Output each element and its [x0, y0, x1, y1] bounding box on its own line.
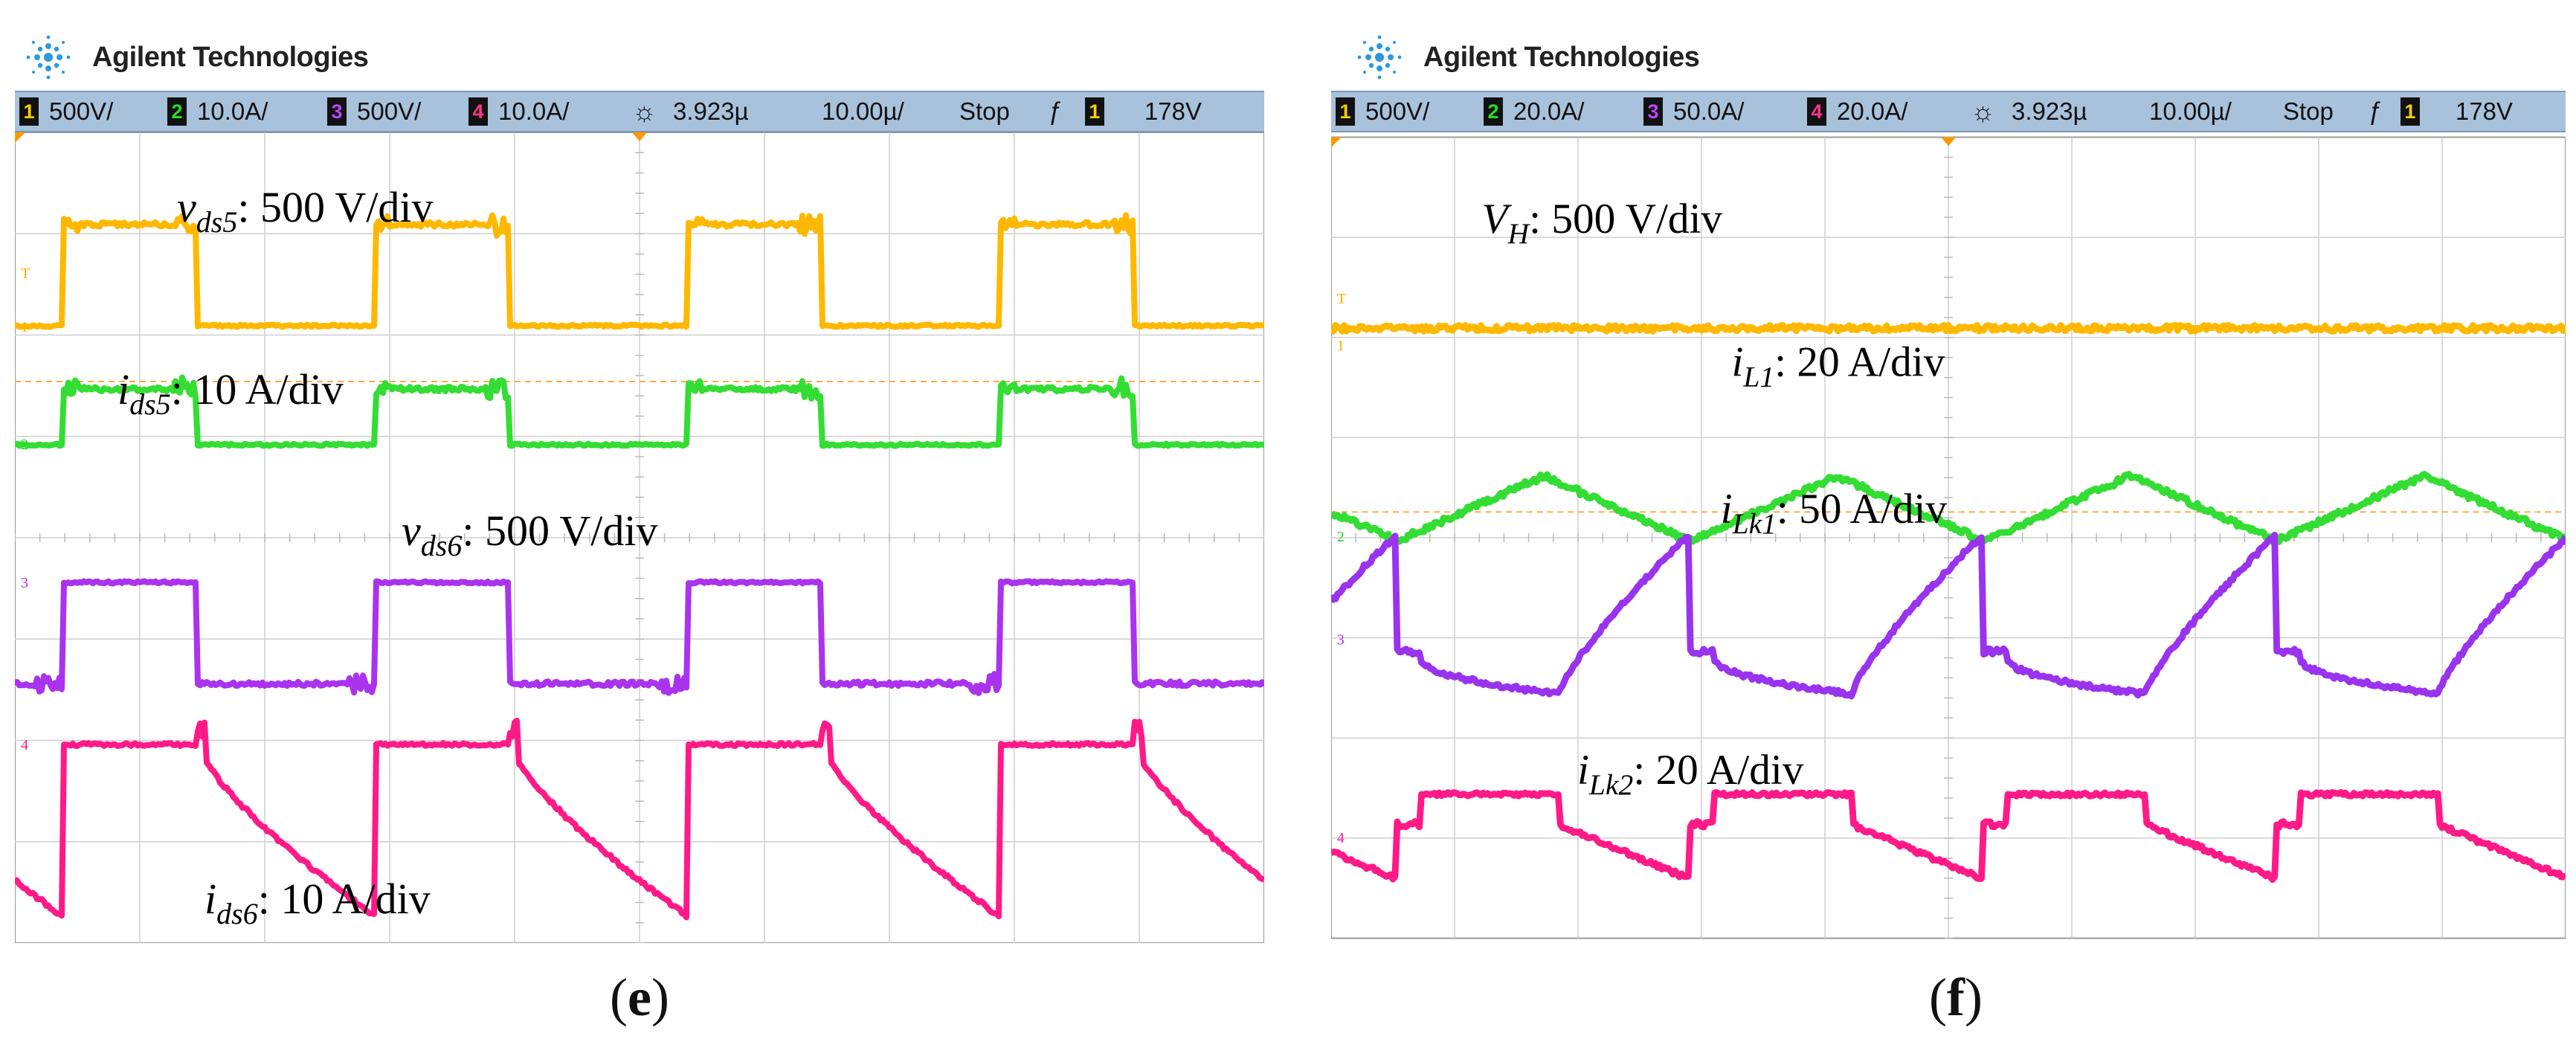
ch2-marker: 2 [1337, 529, 1345, 545]
scope-screen: T 1 2 3 4 VH: 500 V/div iL1: 20 A/div iL… [1331, 132, 2566, 943]
run-mode: Stop [959, 92, 1010, 131]
scope-status-bar: 1 500V/ 2 20.0A/ 3 50.0A/ 4 20.0A/ ☼ 3.923µ 1… [1331, 91, 2566, 132]
ch3-scale: 3 50.0A/ [1643, 92, 1744, 131]
ch4-marker: 4 [21, 737, 28, 753]
label-ilk2: iLk2: 20 A/div [1577, 747, 1804, 801]
run-mode: Stop [2283, 92, 2334, 131]
ch4-scale: 4 20.0A/ [1807, 92, 1907, 131]
channel-markers: T 1 2 3 4 [1337, 291, 1346, 846]
trace-labels: VH: 500 V/div iL1: 20 A/div iLk1: 50 A/d… [1482, 196, 1948, 801]
ch2-scale: 2 10.0A/ [167, 92, 268, 131]
graticule [1331, 137, 2566, 938]
trigger-readout: ƒ 1 178V [2369, 92, 2513, 131]
timebase-readout: 10.00µ/ [822, 92, 904, 131]
ch1-scale: 1 500V/ [1336, 92, 1429, 131]
channel-markers: T 1 2 3 4 [21, 266, 30, 753]
delay-readout: ☼ 3.923µ [632, 92, 749, 131]
panel-caption-f: (f) [1911, 967, 2000, 1029]
label-ids6: ids6: 10 A/div [205, 875, 431, 930]
trigger-marker: T [21, 266, 30, 282]
ch1-marker: 1 [21, 319, 28, 335]
ch2-scale: 2 20.0A/ [1484, 92, 1584, 131]
agilent-spark-logo-icon [22, 31, 74, 83]
panel-caption-e: (e) [595, 967, 684, 1029]
sun-icon: ☼ [632, 96, 657, 127]
ch1-scale: 1 500V/ [19, 92, 113, 131]
timebase-readout: 10.00µ/ [2149, 92, 2232, 131]
brand-header: Agilent Technologies [1353, 31, 1699, 83]
ch3-marker: 3 [1337, 631, 1345, 648]
delay-readout: ☼ 3.923µ [1971, 92, 2087, 131]
label-ids5: ids5: 10 A/div [117, 365, 344, 421]
trigger-edge-icon: ƒ [2369, 97, 2383, 126]
agilent-spark-logo-icon [1353, 31, 1405, 83]
ch4-scale: 4 10.0A/ [468, 92, 569, 131]
scope-status-bar: 1 500V/ 2 10.0A/ 3 500V/ 4 10.0A/ ☼ 3.923µ 10… [15, 91, 1264, 132]
brand-header: Agilent Technologies [22, 31, 368, 83]
ch3-marker: 3 [21, 575, 28, 591]
ch1-marker: 1 [1337, 338, 1345, 354]
ch3-scale: 3 500V/ [327, 92, 421, 131]
label-ilk1: iLk1: 50 A/div [1721, 486, 1948, 540]
sun-icon: ☼ [1971, 96, 1995, 127]
trigger-readout: ƒ 1 178V [1049, 92, 1202, 131]
time-reference-marker [15, 132, 25, 143]
scope-screen: T 1 2 3 4 vds5: 500 V/div ids5: 10 A/div… [15, 132, 1264, 943]
trigger-position-marker [1941, 137, 1956, 146]
label-vds6: vds6: 500 V/div [402, 506, 658, 562]
brand-name: Agilent Technologies [1423, 42, 1699, 74]
trace-V_H [1331, 325, 2566, 331]
trigger-position-marker [632, 132, 647, 141]
ch4-marker: 4 [1337, 830, 1345, 846]
time-reference-marker [1331, 137, 1342, 147]
label-il1: iL1: 20 A/div [1732, 339, 1945, 393]
label-vh: VH: 500 V/div [1482, 196, 1723, 250]
trigger-marker: T [1337, 291, 1346, 307]
brand-name: Agilent Technologies [92, 42, 368, 74]
trigger-edge-icon: ƒ [1049, 97, 1063, 126]
ch2-marker: 2 [21, 437, 28, 453]
label-vds5: vds5: 500 V/div [177, 183, 434, 239]
